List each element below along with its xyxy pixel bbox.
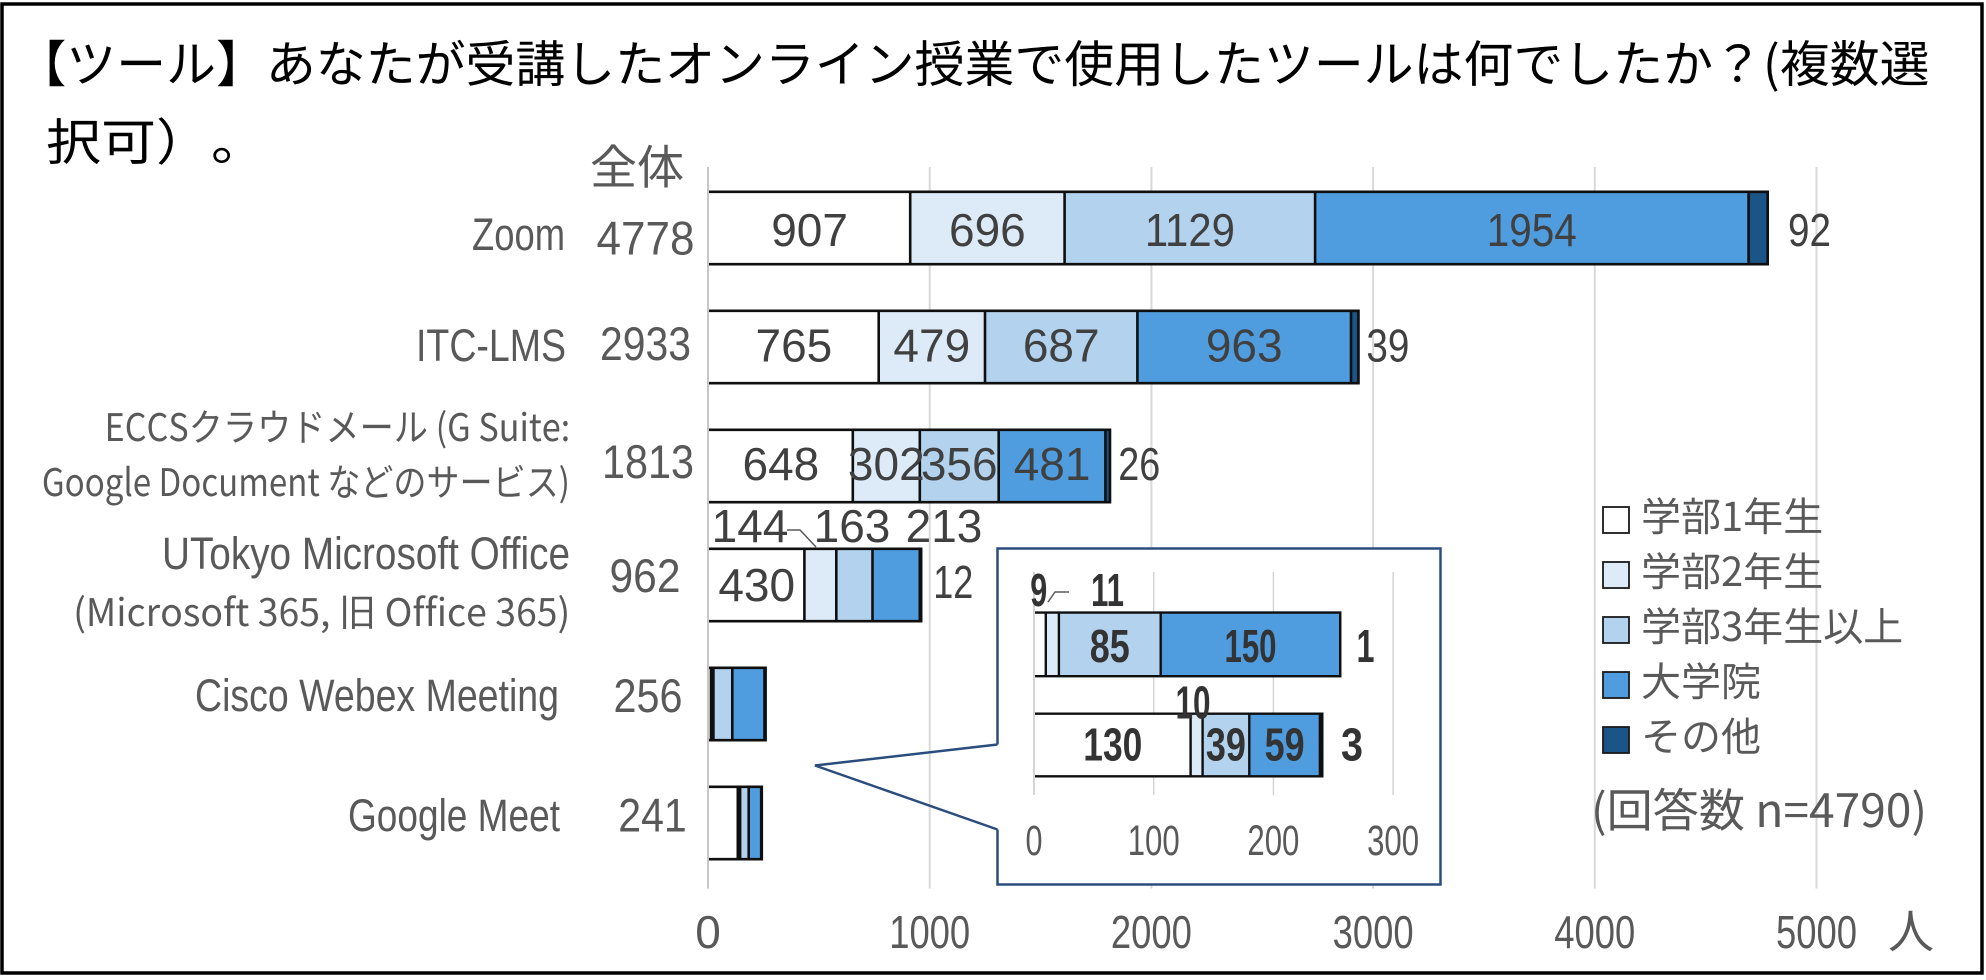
svg-text:Google Meet: Google Meet — [348, 790, 560, 841]
svg-text:130: 130 — [1083, 719, 1142, 771]
svg-text:430: 430 — [718, 559, 795, 611]
svg-text:765: 765 — [756, 320, 833, 372]
svg-text:85: 85 — [1090, 620, 1130, 672]
svg-text:5000: 5000 — [1776, 906, 1857, 958]
svg-text:ITC-LMS: ITC-LMS — [416, 320, 566, 371]
svg-text:3000: 3000 — [1333, 906, 1414, 958]
svg-text:1: 1 — [1357, 620, 1375, 672]
svg-text:907: 907 — [771, 204, 848, 256]
svg-text:3: 3 — [1341, 719, 1363, 771]
svg-text:9: 9 — [1030, 564, 1047, 616]
svg-text:92: 92 — [1788, 204, 1831, 256]
svg-text:0: 0 — [695, 906, 721, 958]
svg-text:4000: 4000 — [1554, 906, 1635, 958]
svg-text:4778: 4778 — [597, 212, 695, 265]
svg-text:26: 26 — [1118, 438, 1160, 490]
svg-text:648: 648 — [743, 438, 820, 490]
svg-text:302: 302 — [848, 438, 925, 490]
svg-text:39: 39 — [1366, 320, 1409, 372]
svg-text:356: 356 — [921, 438, 998, 490]
svg-text:59: 59 — [1265, 719, 1305, 771]
svg-text:10: 10 — [1176, 676, 1211, 728]
svg-text:2000: 2000 — [1111, 906, 1192, 958]
svg-text:963: 963 — [1206, 320, 1283, 372]
svg-text:144: 144 — [712, 500, 789, 552]
svg-text:1954: 1954 — [1487, 204, 1577, 256]
svg-text:481: 481 — [1014, 438, 1091, 490]
svg-text:UTokyo Microsoft Office: UTokyo Microsoft Office — [162, 528, 570, 579]
svg-text:241: 241 — [618, 789, 687, 842]
svg-text:11: 11 — [1091, 564, 1124, 616]
svg-text:Zoom: Zoom — [472, 209, 565, 260]
svg-text:163: 163 — [814, 500, 891, 552]
svg-text:300: 300 — [1367, 817, 1419, 865]
svg-text:39: 39 — [1206, 719, 1246, 771]
svg-text:687: 687 — [1023, 320, 1100, 372]
svg-text:696: 696 — [949, 204, 1026, 256]
svg-text:150: 150 — [1225, 620, 1277, 672]
svg-text:1813: 1813 — [602, 435, 694, 488]
svg-text:213: 213 — [906, 500, 983, 552]
svg-text:100: 100 — [1128, 817, 1180, 865]
svg-text:12: 12 — [933, 556, 973, 608]
svg-text:Cisco Webex Meeting: Cisco Webex Meeting — [195, 670, 559, 721]
svg-text:1000: 1000 — [889, 906, 970, 958]
svg-text:479: 479 — [893, 320, 970, 372]
svg-text:0: 0 — [1026, 817, 1043, 865]
svg-text:2933: 2933 — [600, 317, 691, 370]
svg-text:256: 256 — [614, 669, 683, 722]
svg-text:1129: 1129 — [1145, 204, 1235, 256]
svg-text:962: 962 — [610, 549, 681, 602]
svg-text:200: 200 — [1247, 817, 1299, 865]
